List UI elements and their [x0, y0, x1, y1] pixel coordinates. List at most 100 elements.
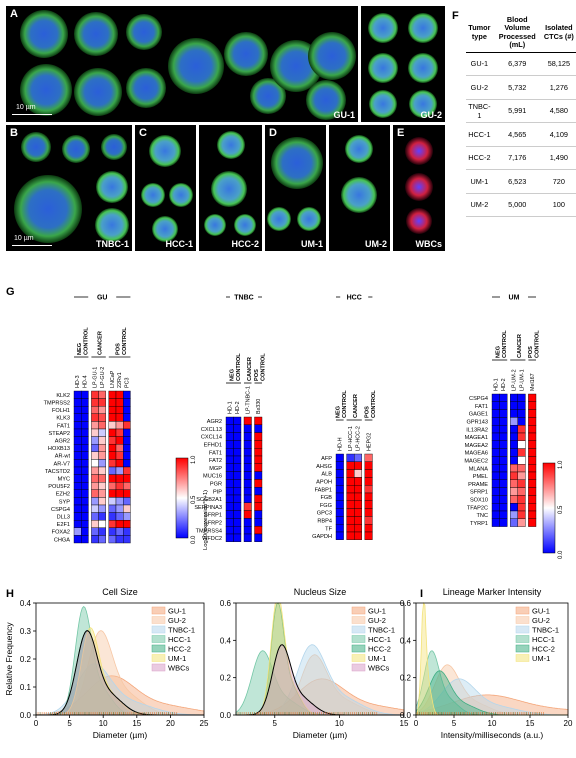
- heatmap-cell: [510, 393, 519, 403]
- subgroup-title: CONTROL: [502, 330, 508, 358]
- y-tick-label: 0.1: [20, 683, 32, 692]
- heatmap-cell: [91, 405, 99, 414]
- x-axis-label: Diameter (µm): [293, 730, 348, 740]
- x-tick-label: 15: [400, 719, 409, 728]
- heatmap-cell: [491, 471, 500, 481]
- heatmap-cell: [233, 447, 242, 457]
- heatmap-cell: [80, 390, 89, 399]
- heatmap-gene-label: TACSTD2: [45, 469, 70, 475]
- heatmap-cell: [517, 518, 526, 527]
- y-tick-label: 0.0: [20, 711, 32, 720]
- heatmap-cell: [80, 466, 89, 475]
- heatmap-cell: [364, 461, 373, 470]
- heatmap-cell: [108, 390, 117, 399]
- heatmap-cell: [233, 518, 242, 527]
- heatmap-cell: [115, 474, 124, 483]
- x-tick-label: 5: [67, 719, 72, 728]
- subgroup-title: CONTROL: [371, 390, 377, 418]
- heatmap-cell: [499, 471, 508, 481]
- heatmap-gene-label: SYP: [59, 499, 70, 505]
- heatmap-col-label: HD-2: [501, 378, 507, 391]
- table-f-cell: 58,125: [541, 52, 576, 77]
- heatmap-cell: [254, 510, 263, 519]
- plot-title: Cell Size: [102, 587, 138, 597]
- heatmap-gene-label: FABP1: [315, 487, 332, 493]
- heatmap-gene-label: CHGA: [54, 537, 70, 543]
- panel-c-label: C: [139, 127, 147, 139]
- heatmap-cell: [528, 518, 537, 527]
- colorbar-tick: 0.0: [558, 550, 564, 559]
- heatmap-gene-label: AFP: [321, 456, 332, 462]
- heatmap-cell: [80, 535, 89, 544]
- heatmap-cell: [243, 494, 252, 504]
- heatmap-cell: [115, 504, 124, 513]
- heatmap-cell: [491, 479, 500, 488]
- heatmap-gene-label: DLL3: [57, 515, 70, 521]
- y-tick-label: 0.6: [400, 599, 412, 608]
- heatmap-cell: [98, 436, 106, 445]
- table-f-header: Isolated CTCs (#): [541, 14, 576, 53]
- heatmap-cell: [528, 456, 537, 465]
- heatmap-cell: [491, 401, 500, 410]
- heatmap-cell: [346, 477, 355, 486]
- heatmap-cell: [335, 469, 344, 478]
- colorbar-tick: 0.5: [558, 505, 564, 514]
- heatmap-cell: [225, 455, 234, 465]
- heatmap-cell: [510, 424, 519, 434]
- heatmap-cell: [108, 519, 117, 528]
- table-f-header-row: Tumor type Blood Volume Processed (mL) I…: [466, 14, 576, 53]
- table-f-cell: 4,109: [541, 122, 576, 147]
- heatmap-cell: [233, 416, 242, 426]
- heatmap-cell: [528, 409, 537, 418]
- heatmap-gene-label: POU5F2: [48, 484, 70, 490]
- heatmap-cell: [499, 401, 508, 410]
- heatmap-cell: [91, 398, 99, 407]
- y-tick-label: 0.0: [400, 711, 412, 720]
- heatmap-cell: [243, 518, 252, 527]
- heatmap-col-label: LNCaP: [110, 370, 116, 388]
- heatmap-gene-label: GAGE1: [469, 412, 488, 418]
- heatmap-cell: [91, 497, 99, 506]
- heatmap-cell: [91, 413, 99, 422]
- heatmap-cell: [98, 405, 106, 414]
- table-f-cell: HCC-2: [466, 146, 493, 171]
- heatmap-gene-label: GAPDH: [312, 534, 332, 540]
- heatmap-cell: [254, 424, 263, 433]
- heatmap-cell: [233, 432, 242, 441]
- subgroup-title: CANCER: [517, 334, 523, 358]
- heatmap-cell: [80, 504, 89, 513]
- heatmap-cell: [108, 443, 117, 452]
- heatmap-cell: [354, 492, 363, 502]
- x-tick-label: 20: [166, 719, 175, 728]
- x-axis-label: Intensity/milliseconds (a.u.): [441, 730, 544, 740]
- heatmap-cell: [115, 527, 124, 536]
- heatmap-cell: [73, 535, 82, 544]
- table-f-cell: 1,490: [541, 146, 576, 171]
- heatmap-cell: [491, 510, 500, 520]
- tnbc1-cells-illustration: [14, 132, 129, 243]
- heatmap-cell: [80, 474, 89, 483]
- heatmap-cell: [335, 523, 344, 533]
- subgroup-title: NEG: [229, 369, 235, 381]
- legend-swatch: [351, 663, 366, 672]
- heatmap-gene-label: KLK3: [56, 416, 70, 422]
- heatmap-cell: [91, 459, 99, 468]
- heatmap-cell: [98, 519, 106, 528]
- heatmap-cell: [254, 533, 263, 543]
- heatmap-cell: [122, 390, 131, 399]
- heatmap-cell: [98, 398, 106, 407]
- x-tick-label: 15: [132, 719, 141, 728]
- heatmap-cell: [491, 518, 500, 527]
- density-series-tnbc-1: [415, 678, 569, 716]
- panel-a2-image: GU-2: [361, 6, 445, 122]
- x-tick-label: 20: [564, 719, 573, 728]
- heatmap-cell: [115, 451, 124, 460]
- legend-swatch: [515, 625, 530, 634]
- heatmap-gene-label: FOXA2: [52, 530, 70, 536]
- heatmap-cell: [491, 417, 500, 426]
- heatmap-cell: [364, 523, 373, 533]
- panel-g-label: G: [6, 286, 15, 298]
- heatmap-cell: [73, 451, 82, 460]
- heatmap-cell: [80, 405, 89, 414]
